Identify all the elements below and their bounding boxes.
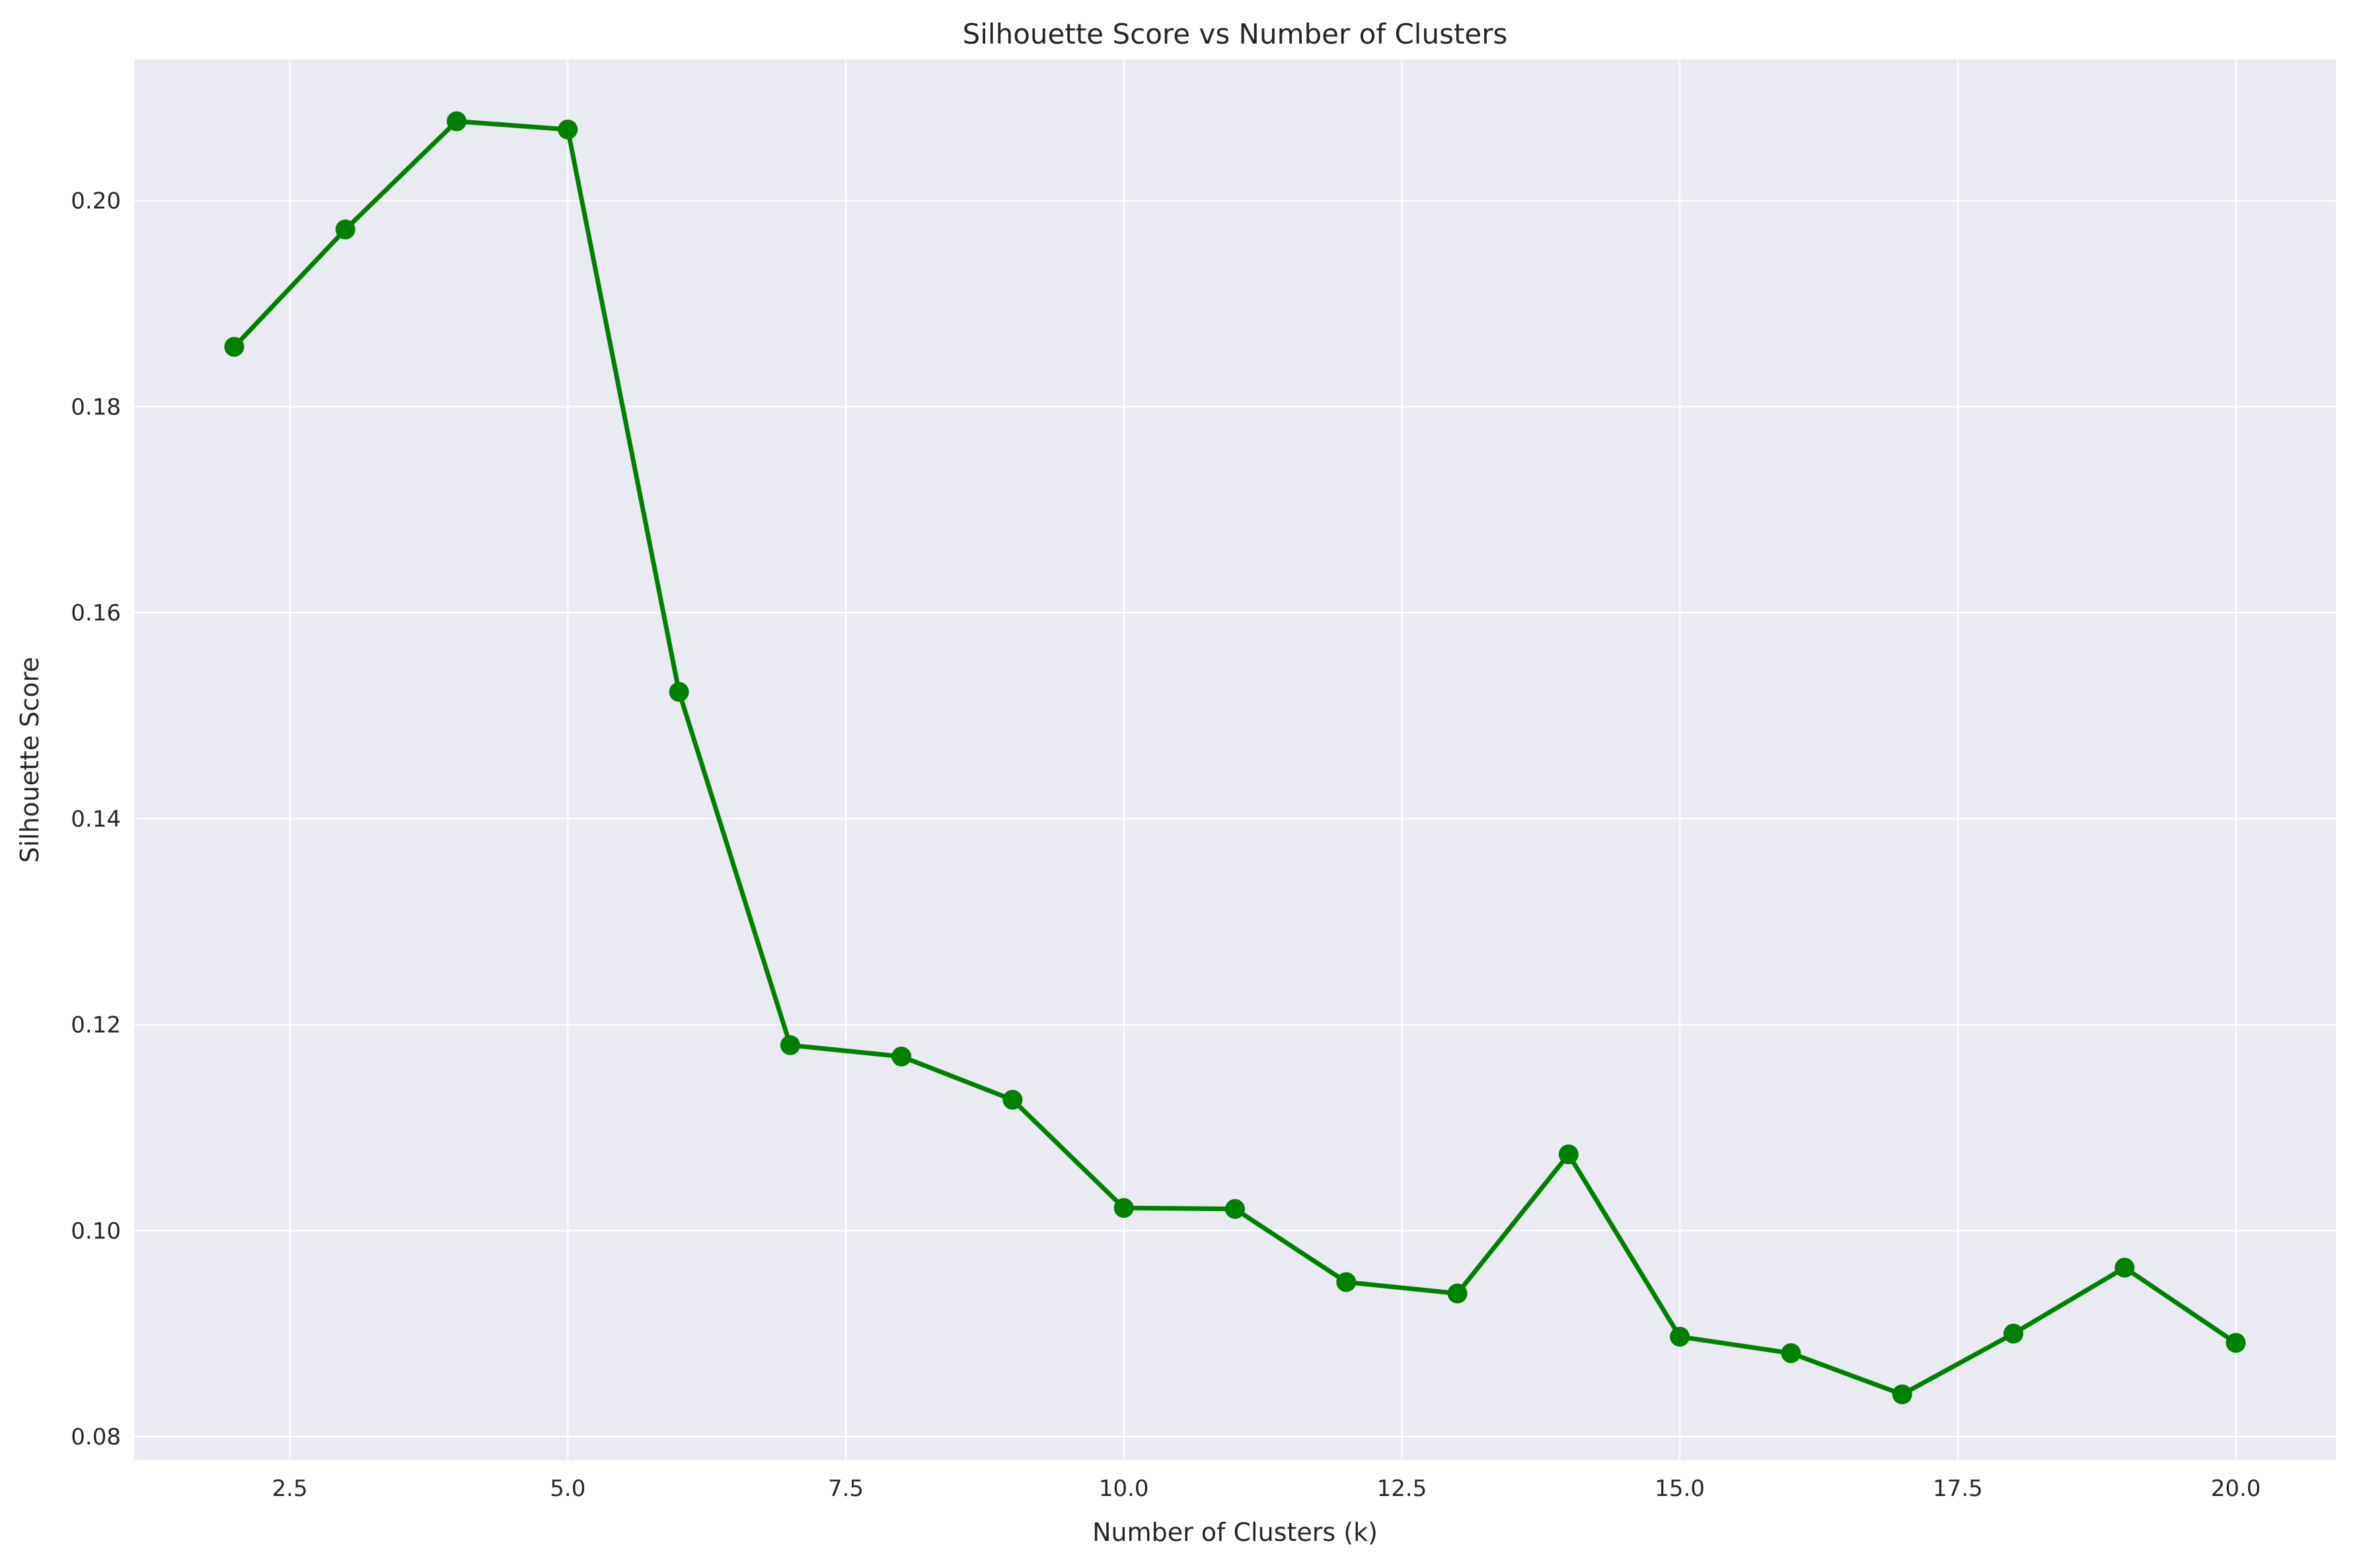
data-point[interactable] [891,1046,912,1066]
data-point[interactable] [2115,1257,2135,1278]
data-point[interactable] [1002,1090,1023,1110]
x-tick-label: 5.0 [550,1475,585,1502]
data-point[interactable] [2226,1333,2246,1353]
data-point[interactable] [1336,1272,1357,1292]
x-tick-label: 10.0 [1099,1475,1149,1502]
y-tick-label: 0.18 [71,394,121,420]
data-point[interactable] [1892,1384,1912,1405]
data-point[interactable] [1670,1326,1690,1347]
data-point[interactable] [558,120,578,139]
y-tick-label: 0.14 [71,806,121,833]
y-axis-label: Silhouette Score [15,657,44,863]
x-axis-label: Number of Clusters (k) [1092,1518,1378,1547]
data-point[interactable] [447,111,467,131]
data-point[interactable] [224,336,244,357]
data-point[interactable] [669,682,689,702]
x-tick-label: 20.0 [2211,1475,2261,1502]
x-tick-label: 2.5 [272,1475,308,1502]
data-point[interactable] [335,219,356,240]
series-layer [224,111,2246,1405]
x-tick-label: 17.5 [1933,1475,1983,1502]
data-point[interactable] [1225,1199,1245,1219]
y-tick-label: 0.20 [71,188,121,215]
data-point[interactable] [1447,1283,1468,1304]
data-point[interactable] [1781,1343,1801,1363]
y-tick-label: 0.16 [71,600,121,626]
x-tick-label: 7.5 [828,1475,864,1502]
data-point[interactable] [1558,1144,1579,1165]
y-tick-label: 0.10 [71,1218,121,1244]
x-tick-label: 12.5 [1377,1475,1427,1502]
y-tick-label: 0.12 [71,1012,121,1039]
y-tick-label: 0.08 [71,1424,121,1450]
data-point[interactable] [2003,1324,2023,1344]
x-tick-label: 15.0 [1655,1475,1705,1502]
data-point[interactable] [1113,1198,1134,1218]
plot-area [134,59,2336,1460]
tick-labels: 2.5 5.0 7.5 10.0 12.5 15.0 17.5 20.0 0.08 0.10 0.1… [71,188,2261,1502]
chart-title: Silhouette Score vs Number of Clusters [963,18,1508,50]
grid-lines [134,59,2336,1460]
data-point[interactable] [780,1035,800,1055]
